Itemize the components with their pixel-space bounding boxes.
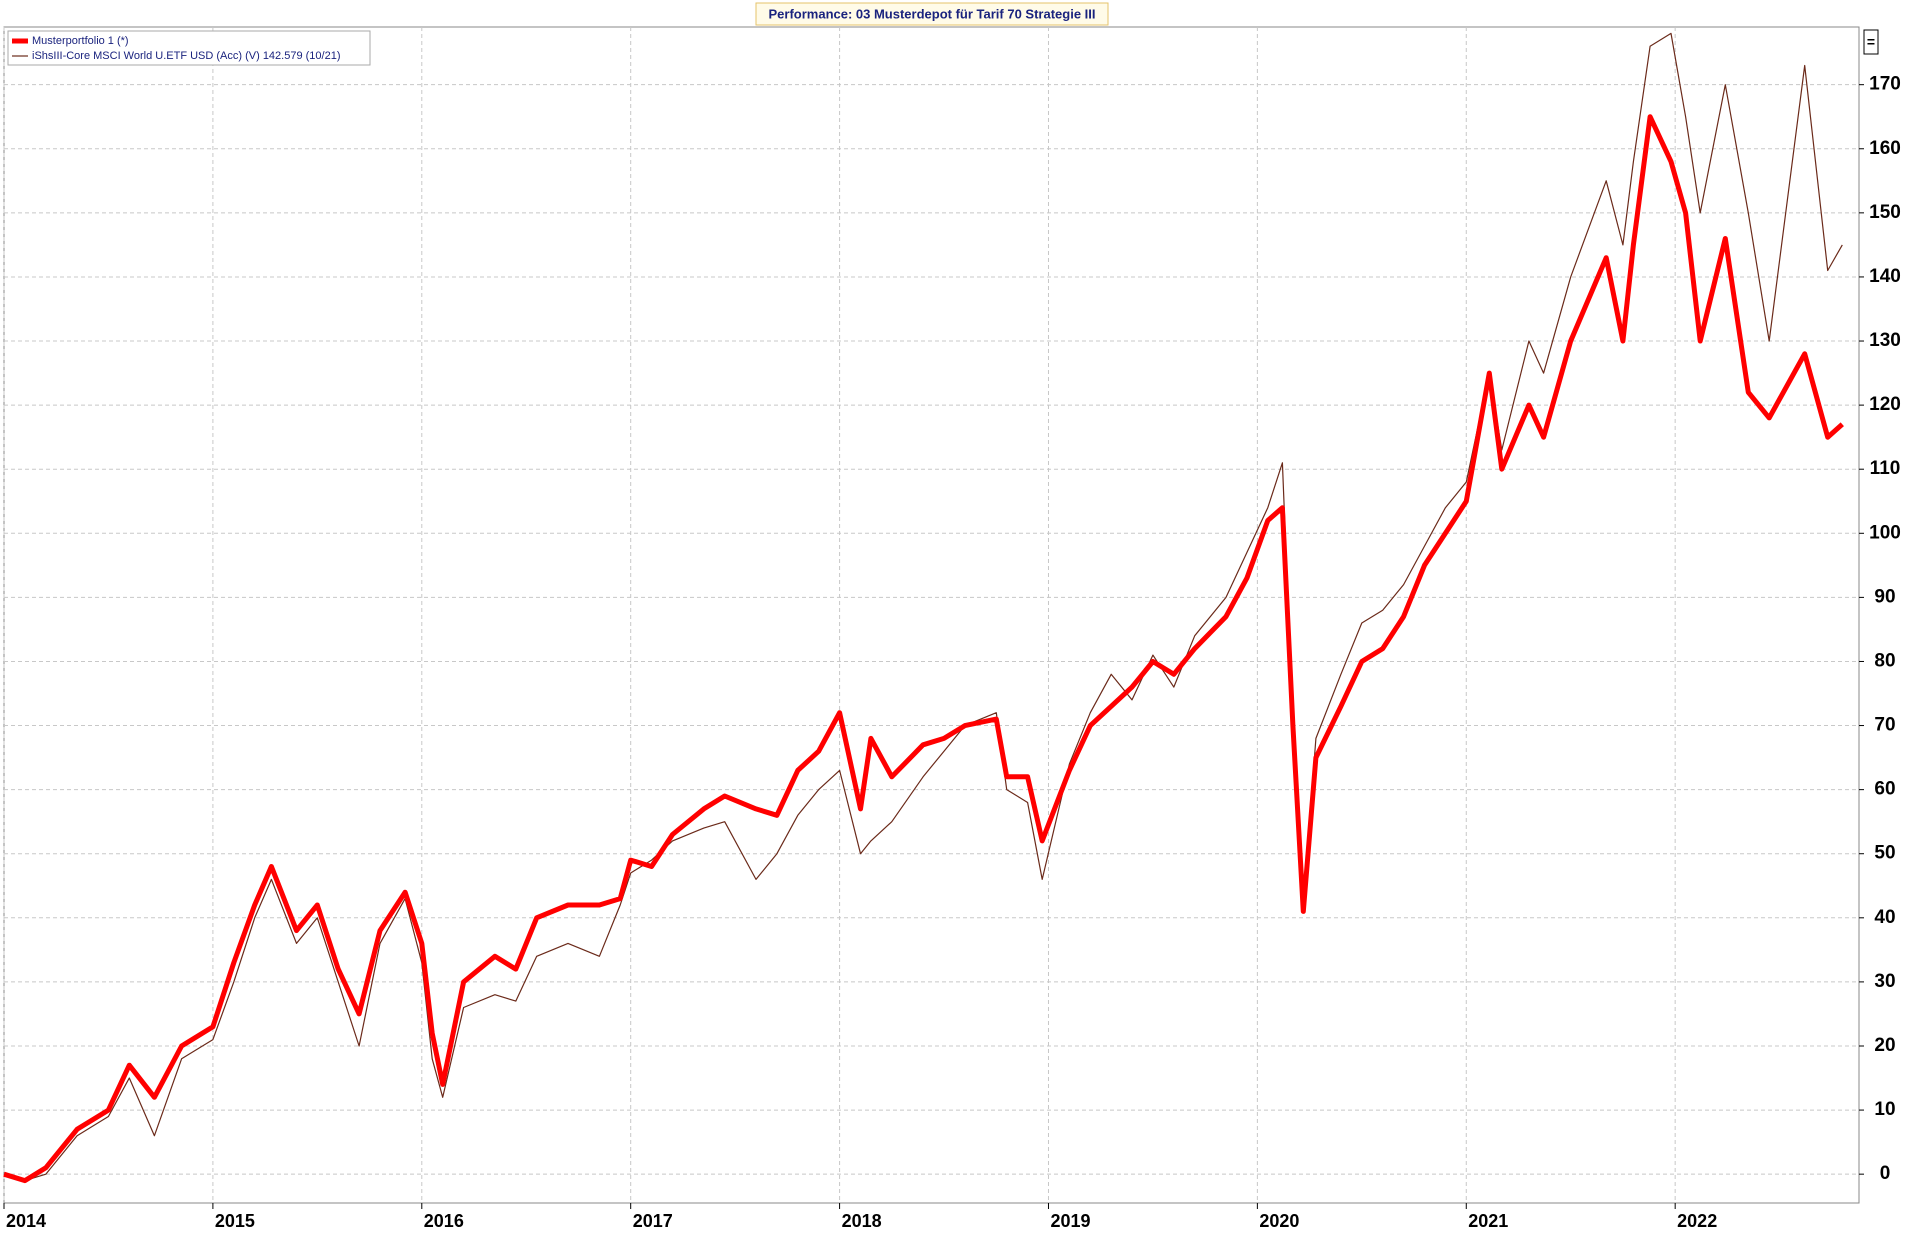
menu-button[interactable] <box>1863 29 1879 55</box>
y-tick-label: 60 <box>1874 779 1895 800</box>
y-tick-label: 170 <box>1869 74 1901 95</box>
legend-label: iShsIII-Core MSCI World U.ETF USD (Acc) … <box>32 50 341 62</box>
series-line <box>3 114 1844 1184</box>
y-tick-label: 150 <box>1869 202 1901 223</box>
legend-box <box>7 30 371 66</box>
y-tick-label: 90 <box>1874 586 1895 607</box>
y-tick-label: 130 <box>1869 330 1901 351</box>
plot: 0 10 20 30 40 50 60 70 80 90 100 110 120 130 140 150 160… <box>3 27 1901 1231</box>
title-box <box>755 2 1109 26</box>
x-tick-label: 2020 <box>1259 1211 1299 1231</box>
x-tick-label: 2016 <box>424 1211 464 1231</box>
x-tick-label: 2018 <box>842 1211 882 1231</box>
x-tick-label: 2021 <box>1468 1211 1508 1231</box>
y-tick-label: 160 <box>1869 138 1901 159</box>
chart-title: Performance: 03 Musterdepot für Tarif 70… <box>768 6 1095 21</box>
legend-label: Musterportfolio 1 (*) <box>32 35 129 47</box>
y-tick-label: 50 <box>1874 843 1895 864</box>
y-tick-label: 10 <box>1874 1099 1895 1120</box>
y-tick-label: 30 <box>1874 971 1895 992</box>
y-tick-label: 70 <box>1874 715 1895 736</box>
x-tick-label: 2019 <box>1050 1211 1090 1231</box>
y-tick-label: 40 <box>1874 907 1895 928</box>
x-tick-label: 2017 <box>633 1211 673 1231</box>
menu-icon: = <box>1867 34 1875 50</box>
y-tick-label: 110 <box>1870 458 1901 479</box>
x-tick-label: 2014 <box>6 1211 46 1231</box>
y-tick-label: 20 <box>1874 1035 1895 1056</box>
y-tick-label: 0 <box>1880 1163 1891 1184</box>
y-tick-label: 80 <box>1874 650 1895 671</box>
legend: Musterportfolio 1 (*) iShsIII-Core MSCI W… <box>7 30 371 66</box>
y-tick-label: 140 <box>1869 266 1901 287</box>
x-tick-label: 2022 <box>1677 1211 1717 1231</box>
y-tick-label: 100 <box>1869 522 1901 543</box>
y-tick-label: 120 <box>1869 394 1901 415</box>
x-tick-label: 2015 <box>215 1211 255 1231</box>
